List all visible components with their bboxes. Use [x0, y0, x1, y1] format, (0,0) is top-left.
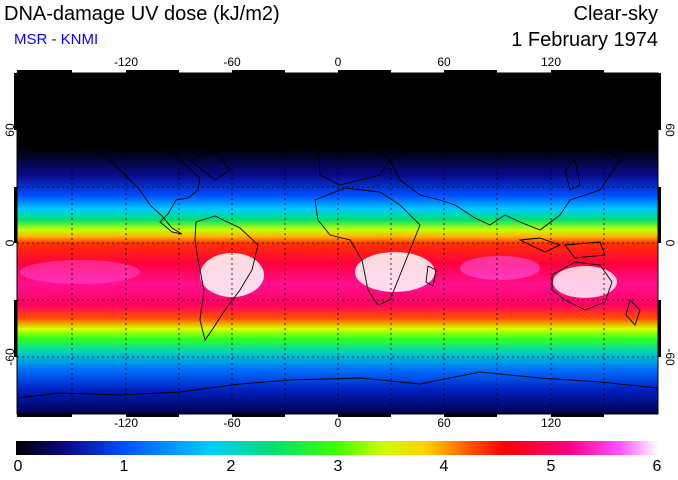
- map-title: DNA-damage UV dose (kJ/m2): [4, 3, 280, 25]
- lon-tick-top: 120: [540, 55, 562, 69]
- colorbar-label: 1: [119, 458, 129, 475]
- coastlines: [17, 121, 658, 399]
- lon-tick-top: -60: [223, 55, 241, 69]
- colorbar-label: 5: [546, 458, 556, 475]
- colorbar-label: 2: [226, 458, 236, 475]
- sky-condition-label: Clear-sky: [573, 3, 658, 25]
- colorbar-label: 6: [652, 458, 662, 475]
- source-label: MSR - KNMI: [14, 31, 99, 48]
- lat-tick-left: -60: [3, 348, 17, 366]
- colorbar-label: 0: [13, 458, 23, 475]
- colorbar-label: 3: [333, 458, 343, 475]
- lon-tick-bottom: -60: [223, 416, 241, 430]
- lat-tick-left: 0: [3, 239, 17, 247]
- colorbar: [16, 441, 658, 455]
- lon-tick-bottom: 60: [437, 416, 451, 430]
- lon-tick-bottom: 0: [334, 416, 342, 430]
- lon-tick-bottom: -120: [113, 416, 139, 430]
- colorbar-label: 4: [439, 458, 449, 475]
- lat-tick-right: -60: [663, 348, 677, 366]
- graticule: [17, 73, 658, 414]
- lon-tick-bottom: 120: [540, 416, 562, 430]
- map-frame: [16, 72, 659, 415]
- lon-tick-top: 60: [437, 55, 451, 69]
- date-label: 1 February 1974: [511, 29, 658, 51]
- frame-ticks: [14, 70, 661, 417]
- lon-tick-top: -120: [113, 55, 139, 69]
- lat-tick-right: 60: [663, 123, 677, 137]
- lat-tick-left: 60: [3, 123, 17, 137]
- lat-tick-right: 0: [663, 239, 677, 247]
- lon-tick-top: 0: [334, 55, 342, 69]
